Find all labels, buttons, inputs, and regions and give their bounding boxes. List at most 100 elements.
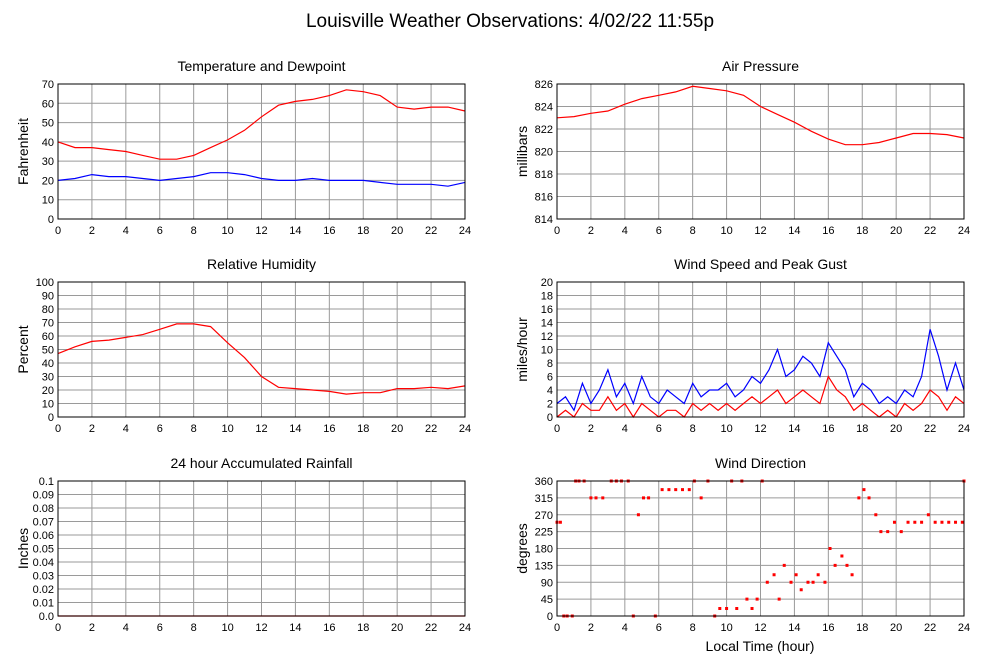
x-tick-label: 18 xyxy=(357,225,369,237)
y-axis-title: Inches xyxy=(15,528,31,569)
data-point xyxy=(782,563,786,567)
chart-title: Relative Humidity xyxy=(207,256,316,272)
x-tick-label: 12 xyxy=(255,423,267,435)
chart-title: Air Pressure xyxy=(722,58,799,74)
x-tick-label: 6 xyxy=(656,423,662,435)
plot-frame xyxy=(57,83,466,220)
y-tick-label: 360 xyxy=(535,476,553,488)
x-tick-label: 20 xyxy=(890,622,902,634)
data-point xyxy=(660,488,664,492)
chart-title: 24 hour Accumulated Rainfall xyxy=(170,455,352,471)
y-tick-label: 0.06 xyxy=(33,530,54,542)
plot-frame xyxy=(57,480,466,617)
x-tick-label: 20 xyxy=(391,423,403,435)
x-tick-label: 16 xyxy=(323,225,335,237)
x-tick-label: 2 xyxy=(588,225,594,237)
x-tick-label: 0 xyxy=(55,622,61,634)
x-tick-label: 2 xyxy=(588,423,594,435)
plot-frame xyxy=(57,281,466,418)
x-tick-label: 12 xyxy=(255,622,267,634)
data-point xyxy=(954,520,958,524)
y-tick-label: 0.05 xyxy=(33,544,54,556)
y-tick-label: 0.01 xyxy=(33,598,54,610)
data-point xyxy=(636,513,640,517)
data-point xyxy=(879,530,883,534)
y-tick-label: 14 xyxy=(541,318,553,330)
data-point xyxy=(811,580,815,584)
x-tick-label: 2 xyxy=(89,225,95,237)
x-tick-label: 18 xyxy=(357,423,369,435)
data-point xyxy=(601,496,605,500)
y-tick-label: 315 xyxy=(535,493,553,505)
y-tick-label: 816 xyxy=(535,192,553,204)
data-point xyxy=(833,563,837,567)
x-tick-label: 16 xyxy=(822,225,834,237)
x-tick-label: 18 xyxy=(856,225,868,237)
x-tick-label: 4 xyxy=(622,423,628,435)
data-point xyxy=(862,488,866,492)
y-tick-label: 270 xyxy=(535,510,553,522)
x-tick-label: 14 xyxy=(289,622,301,634)
x-tick-label: 14 xyxy=(289,225,301,237)
data-point xyxy=(799,588,803,592)
y-tick-label: 180 xyxy=(535,544,553,556)
y-tick-label: 20 xyxy=(42,385,54,397)
x-tick-label: 8 xyxy=(191,225,197,237)
x-tick-label: 6 xyxy=(157,622,163,634)
x-tick-label: 22 xyxy=(425,622,437,634)
y-tick-label: 10 xyxy=(541,345,553,357)
y-tick-label: 60 xyxy=(42,98,54,110)
x-tick-label: 8 xyxy=(191,622,197,634)
x-tick-label: 14 xyxy=(788,225,800,237)
data-point xyxy=(933,520,937,524)
y-tick-label: 60 xyxy=(42,331,54,343)
data-point xyxy=(886,530,890,534)
data-point xyxy=(794,573,798,577)
y-tick-label: 70 xyxy=(42,318,54,330)
y-tick-label: 10 xyxy=(42,195,54,207)
y-tick-label: 10 xyxy=(42,399,54,411)
x-tick-label: 24 xyxy=(459,423,471,435)
data-point xyxy=(558,520,562,524)
data-point xyxy=(647,496,651,500)
data-point xyxy=(725,607,729,610)
data-point xyxy=(899,530,903,534)
y-tick-label: 0.02 xyxy=(33,584,54,596)
x-tick-label: 6 xyxy=(157,225,163,237)
data-point xyxy=(850,573,854,577)
y-axis-title: Percent xyxy=(15,325,31,373)
y-tick-label: 820 xyxy=(535,147,553,159)
series-line xyxy=(57,89,466,160)
x-tick-label: 8 xyxy=(690,622,696,634)
x-tick-label: 20 xyxy=(890,225,902,237)
data-point xyxy=(594,496,598,500)
x-tick-label: 12 xyxy=(754,622,766,634)
x-tick-label: 22 xyxy=(924,225,936,237)
y-tick-label: 80 xyxy=(42,304,54,316)
x-tick-label: 24 xyxy=(958,622,970,634)
y-tick-label: 818 xyxy=(535,169,553,181)
x-tick-label: 10 xyxy=(720,622,732,634)
data-point xyxy=(765,580,769,584)
x-tick-label: 12 xyxy=(255,225,267,237)
data-point xyxy=(772,573,776,577)
y-tick-label: 100 xyxy=(36,277,54,289)
y-tick-label: 0.0 xyxy=(39,611,54,623)
x-tick-label: 2 xyxy=(89,622,95,634)
y-tick-label: 4 xyxy=(547,385,553,397)
x-tick-label: 20 xyxy=(391,622,403,634)
series-line xyxy=(556,329,965,412)
x-tick-label: 18 xyxy=(856,622,868,634)
y-tick-label: 12 xyxy=(541,331,553,343)
data-point xyxy=(735,607,739,610)
x-tick-label: 14 xyxy=(788,423,800,435)
plot-frame xyxy=(556,83,965,220)
x-tick-label: 16 xyxy=(822,622,834,634)
y-tick-label: 0.09 xyxy=(33,490,54,502)
x-tick-label: 6 xyxy=(656,225,662,237)
x-tick-label: 10 xyxy=(720,423,732,435)
x-tick-label: 22 xyxy=(425,225,437,237)
data-point xyxy=(745,597,749,601)
y-tick-label: 0.1 xyxy=(39,476,54,488)
